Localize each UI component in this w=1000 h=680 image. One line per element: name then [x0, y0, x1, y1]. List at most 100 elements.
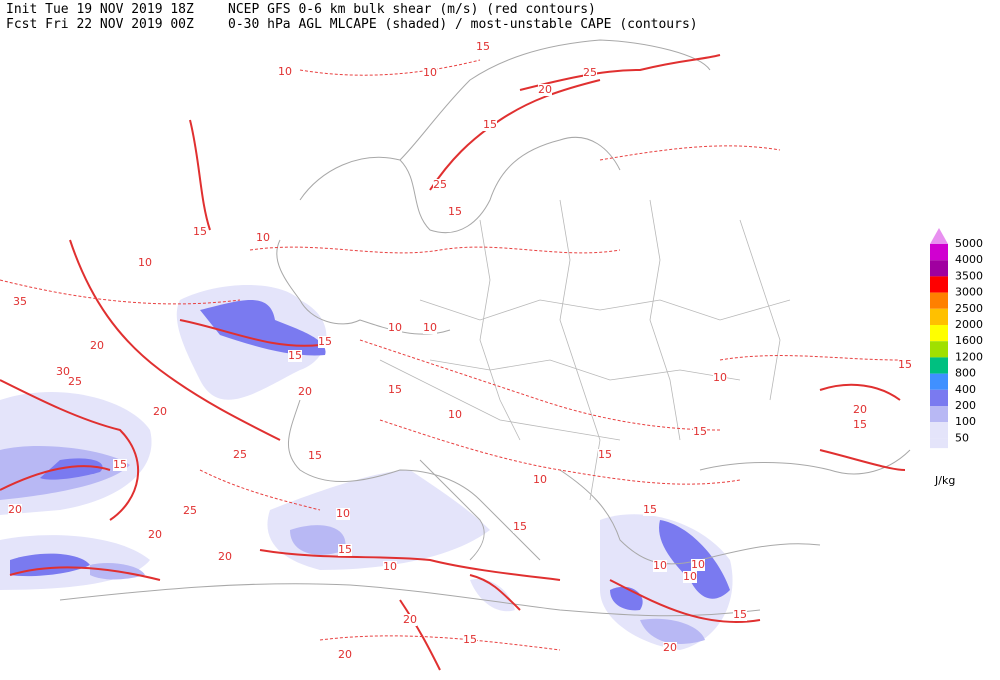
- contour-label: 15: [643, 503, 657, 516]
- contour-label: 10: [388, 321, 402, 334]
- contour-label-bg: [691, 559, 705, 571]
- coastline: [287, 399, 541, 561]
- contour-label-bg: [338, 649, 352, 661]
- contour-label: 10: [713, 371, 727, 384]
- contour-label: 10: [138, 256, 152, 269]
- forecast-time: Fcst Fri 22 NOV 2019 00Z: [6, 17, 194, 32]
- border: [429, 359, 741, 381]
- contour-label: 15: [476, 40, 490, 53]
- contour-label: 15: [448, 205, 462, 218]
- contour-label-bg: [448, 206, 462, 218]
- border: [479, 219, 521, 441]
- contour-label: 15: [193, 225, 207, 238]
- contour-label-bg: [598, 449, 612, 461]
- legend-label: 100: [955, 415, 976, 428]
- shear-contour: [819, 449, 906, 471]
- contour-label: 10: [691, 558, 705, 571]
- shear-contour: [609, 579, 761, 623]
- contour-label: 15: [853, 418, 867, 431]
- legend-swatch: [930, 244, 948, 261]
- legend-swatch: [930, 341, 948, 358]
- legend-swatch: [930, 260, 948, 277]
- shear-contour: [319, 635, 561, 651]
- contour-label-bg: [153, 406, 167, 418]
- contour-label-bg: [653, 560, 667, 572]
- contour-label: 20: [90, 339, 104, 352]
- contour-label: 15: [693, 425, 707, 438]
- contour-label-bg: [56, 366, 70, 378]
- legend-swatch: [930, 325, 948, 342]
- contour-label: 20: [8, 503, 22, 516]
- contour-label: 10: [423, 66, 437, 79]
- contour-label: 15: [388, 383, 402, 396]
- legend-swatch: [930, 357, 948, 374]
- contour-label-bg: [218, 551, 232, 563]
- contour-label-bg: [8, 504, 22, 516]
- coastline: [59, 583, 761, 617]
- contour-label: 35: [13, 295, 27, 308]
- product-line-1: NCEP GFS 0-6 km bulk shear (m/s) (red co…: [228, 2, 596, 17]
- legend-label: 3000: [955, 286, 983, 299]
- legend-label: 400: [955, 383, 976, 396]
- contour-label-bg: [853, 419, 867, 431]
- contour-label: 10: [448, 408, 462, 421]
- legend-swatch: [930, 422, 948, 439]
- shear-contour: [0, 379, 139, 521]
- contour-label: 20: [403, 613, 417, 626]
- cape-area: [470, 579, 515, 612]
- contour-label: 20: [218, 550, 232, 563]
- legend-label: 3500: [955, 269, 983, 282]
- contour-label-bg: [388, 384, 402, 396]
- shear-contour: [719, 355, 901, 361]
- cape-area: [200, 300, 326, 356]
- shear-contour: [179, 319, 321, 347]
- border: [649, 199, 681, 441]
- cape-area: [40, 458, 103, 480]
- legend-label: 2000: [955, 318, 983, 331]
- border: [739, 219, 781, 401]
- contour-label: 25: [183, 504, 197, 517]
- contour-label-bg: [183, 505, 197, 517]
- contour-label-bg: [336, 508, 350, 520]
- coastline: [276, 239, 451, 335]
- contour-label-bg: [423, 67, 437, 79]
- legend-swatch: [930, 438, 948, 449]
- border: [379, 359, 621, 441]
- legend-label: 50: [955, 431, 969, 444]
- legend-swatch: [930, 308, 948, 325]
- contour-label: 10: [653, 559, 667, 572]
- contour-label: 20: [663, 641, 677, 654]
- contour-label-bg: [278, 66, 292, 78]
- contour-label-bg: [693, 426, 707, 438]
- contour-label: 20: [153, 405, 167, 418]
- legend-label: 2500: [955, 302, 983, 315]
- contour-label-bg: [476, 41, 490, 53]
- legend-label: 1200: [955, 350, 983, 363]
- shear-contour: [519, 54, 721, 91]
- contour-label-bg: [298, 386, 312, 398]
- cape-area: [640, 618, 705, 644]
- contour-label-bg: [713, 372, 727, 384]
- contour-label-bg: [898, 359, 912, 371]
- contour-label: 20: [298, 385, 312, 398]
- coastline: [399, 136, 621, 234]
- shear-contour: [429, 79, 601, 191]
- cape-legend: 5000 4000 3500 3000 2500 2000 1600 1200 800 400 20…: [930, 228, 983, 449]
- shear-contour: [0, 465, 111, 491]
- contour-label-bg: [68, 376, 82, 388]
- contour-label: 10: [256, 231, 270, 244]
- contour-label-bg: [318, 336, 332, 348]
- contour-label-bg: [148, 529, 162, 541]
- shear-contour: [399, 599, 441, 671]
- contour-label-bg: [383, 561, 397, 573]
- shear-contour: [379, 419, 741, 485]
- contour-label-bg: [533, 474, 547, 486]
- contour-label: 10: [683, 570, 697, 583]
- contour-label-bg: [338, 544, 352, 556]
- contour-label: 10: [336, 507, 350, 520]
- contour-label-bg: [513, 521, 527, 533]
- contour-label-bg: [733, 609, 747, 621]
- shear-contour: [299, 59, 481, 76]
- contour-label-bg: [448, 409, 462, 421]
